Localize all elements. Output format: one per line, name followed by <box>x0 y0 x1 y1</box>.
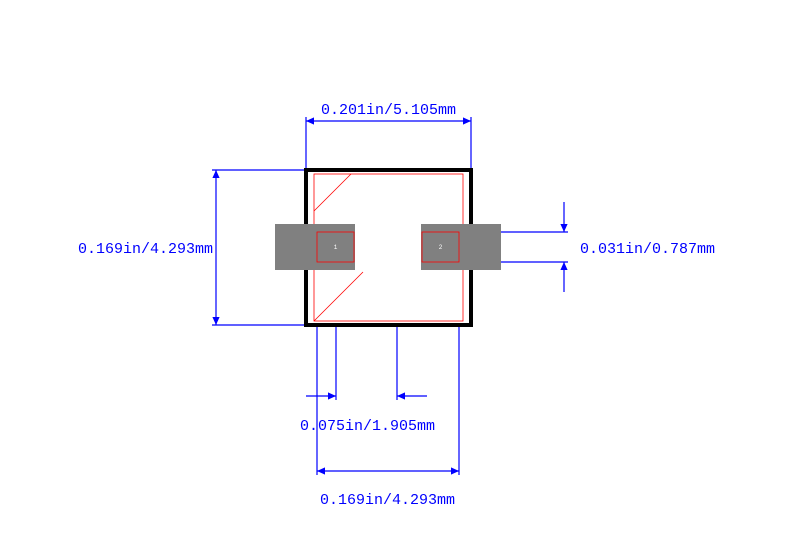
dim-right-label: 0.031in/0.787mm <box>580 241 715 258</box>
pin-2-label: 2 <box>439 244 443 251</box>
dim-top-label: 0.201in/5.105mm <box>321 102 456 119</box>
pin-1-label: 1 <box>334 244 338 251</box>
pad-right <box>421 224 501 270</box>
dim-bottom-label: 0.169in/4.293mm <box>320 492 455 509</box>
dim-mid-label: 0.075in/1.905mm <box>300 418 435 435</box>
dim-left-label: 0.169in/4.293mm <box>78 241 213 258</box>
pad-left <box>275 224 355 270</box>
